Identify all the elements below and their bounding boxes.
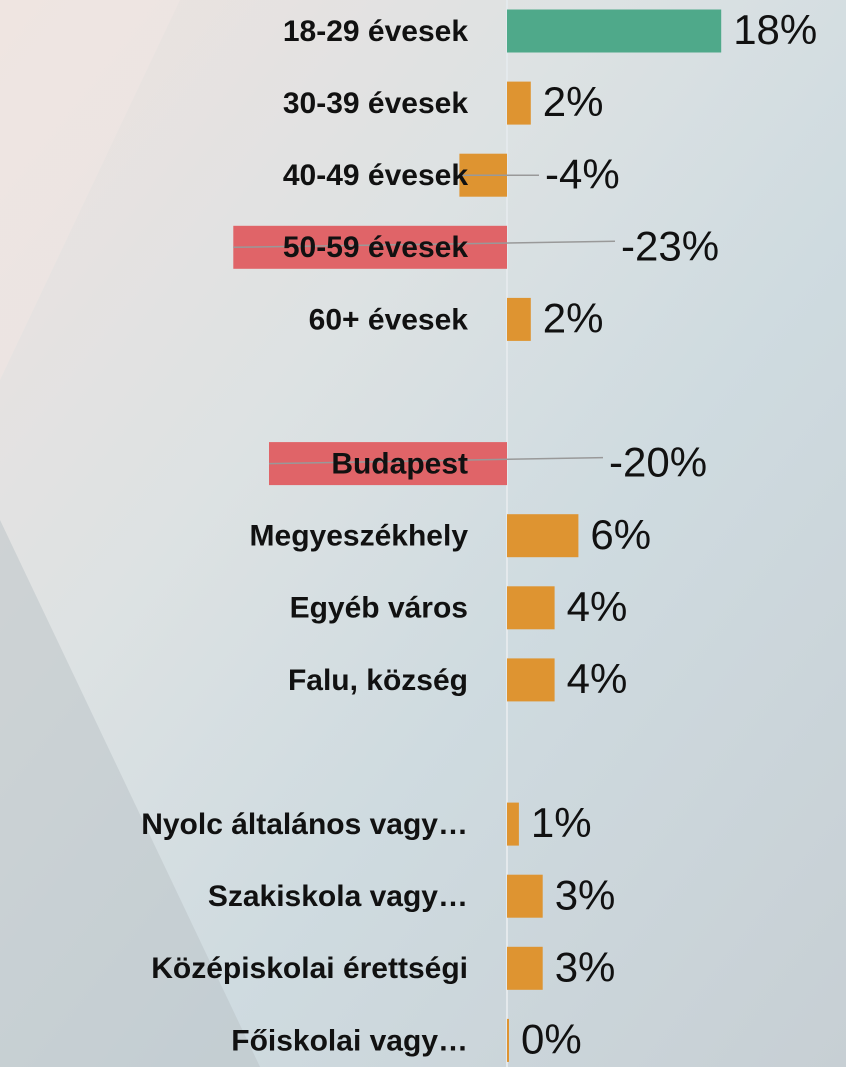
value-label: 6%	[590, 511, 651, 558]
bar	[507, 658, 555, 702]
category-label: Főiskolai vagy…	[231, 1024, 468, 1057]
value-label: 0%	[521, 1015, 582, 1062]
bar	[507, 586, 555, 630]
value-label: -23%	[621, 222, 719, 269]
category-label: Budapest	[331, 448, 468, 481]
decoration	[0, 0, 180, 380]
category-label: 40-49 évesek	[283, 159, 468, 192]
category-label: 50-59 évesek	[283, 231, 468, 264]
leader-line	[268, 456, 604, 465]
category-label: Nyolc általános vagy…	[141, 808, 468, 841]
bar	[507, 874, 543, 918]
value-label: -20%	[609, 439, 707, 486]
value-label: -4%	[545, 150, 620, 197]
category-label: 60+ évesek	[309, 303, 469, 336]
value-label: 3%	[555, 943, 616, 990]
leader-line	[233, 240, 616, 249]
bar	[507, 297, 531, 341]
value-label: 18%	[733, 6, 817, 53]
bar	[507, 81, 531, 125]
value-label: 3%	[555, 871, 616, 918]
decoration	[0, 520, 260, 1067]
bar	[507, 946, 543, 990]
category-label: 30-39 évesek	[283, 87, 468, 120]
category-label: Középiskolai érettségi	[151, 952, 468, 985]
value-label: 2%	[543, 78, 604, 125]
category-label: Falu, község	[288, 664, 468, 697]
value-label: 4%	[567, 655, 628, 702]
value-label: 4%	[567, 583, 628, 630]
bar	[507, 514, 579, 558]
category-label: Egyéb város	[290, 592, 468, 625]
category-label: 18-29 évesek	[283, 15, 468, 48]
bar	[507, 802, 519, 846]
category-label: Megyeszékhely	[250, 520, 469, 553]
bar	[507, 1018, 509, 1062]
bar	[507, 9, 722, 53]
value-label: 1%	[531, 799, 592, 846]
value-label: 2%	[543, 294, 604, 341]
category-label: Szakiskola vagy…	[208, 880, 468, 913]
